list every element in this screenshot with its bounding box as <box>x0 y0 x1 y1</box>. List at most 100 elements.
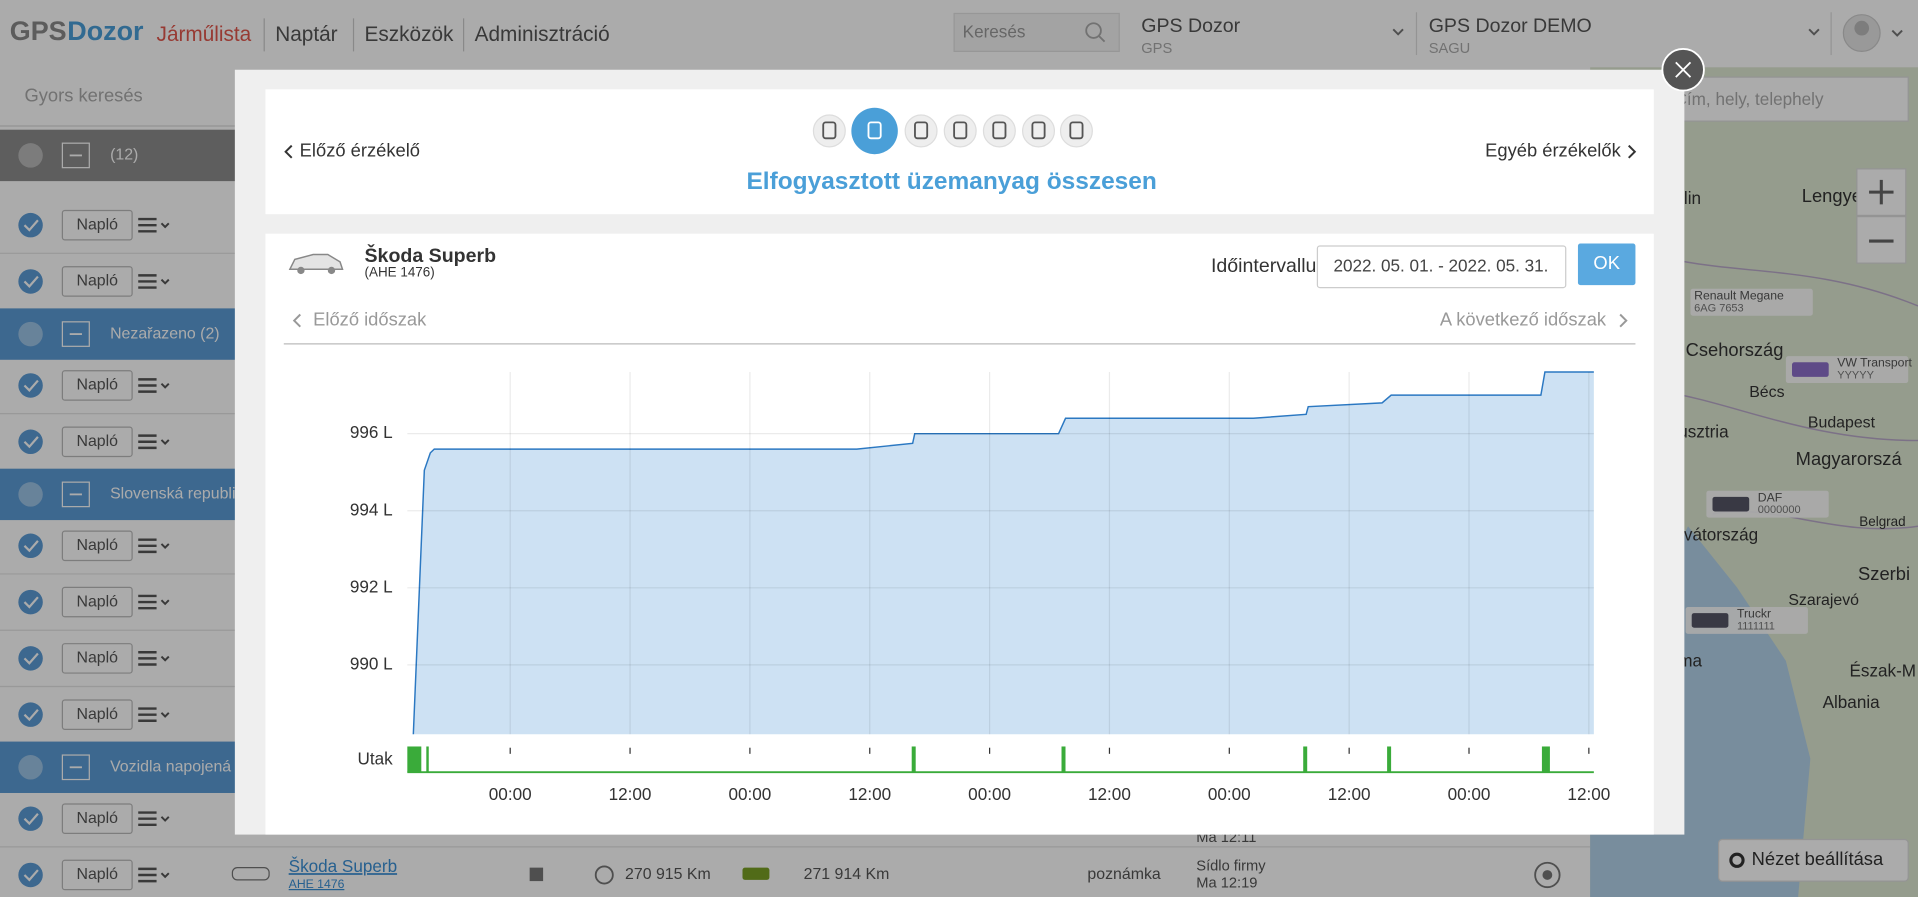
log-button[interactable] <box>61 859 133 891</box>
row-check[interactable] <box>18 646 43 671</box>
sensor-icon[interactable] <box>943 114 977 148</box>
vehicle-plate: (AHE 1476) <box>365 264 435 279</box>
avatar-head <box>1854 20 1870 36</box>
group-label: Nezařazeno (2) <box>110 325 220 342</box>
search-box[interactable] <box>953 12 1120 53</box>
map-label: Budapest <box>1808 415 1876 432</box>
locate-icon[interactable] <box>1534 861 1561 889</box>
car-icon <box>231 867 270 881</box>
check-icon <box>23 813 39 826</box>
row-check[interactable] <box>18 269 43 294</box>
view-settings-label: Nézet beállítása <box>1752 848 1884 869</box>
check-icon <box>23 869 39 882</box>
ok-button-label: OK <box>1593 252 1620 273</box>
group-check[interactable] <box>18 482 43 507</box>
log-button-label: Napló <box>76 377 118 394</box>
group-check[interactable] <box>18 143 43 168</box>
vehicle-name[interactable]: Škoda Superb <box>289 857 397 876</box>
map-label: Albania <box>1823 693 1881 712</box>
row-check[interactable] <box>18 373 43 398</box>
vehicle-tag-plate: YYYYY <box>1837 370 1874 382</box>
check-icon <box>23 436 39 449</box>
group-check[interactable] <box>18 755 43 780</box>
y-tick-label: 992 L <box>350 577 393 596</box>
nav-item[interactable]: Járműlista <box>157 23 252 46</box>
map-label: rvátország <box>1678 526 1758 545</box>
search-icon <box>1097 34 1106 43</box>
chevron <box>160 599 170 606</box>
prev-sensor[interactable]: Előző érzékelő <box>300 140 420 161</box>
group-check[interactable] <box>18 321 43 347</box>
map-search-placeholder: Cím, hely, telephely <box>1675 90 1824 109</box>
row-check[interactable] <box>18 702 43 727</box>
row-check[interactable] <box>18 589 43 615</box>
log-button[interactable] <box>61 370 133 401</box>
interval-input[interactable] <box>1316 245 1567 289</box>
row-check[interactable] <box>18 212 43 238</box>
row-check[interactable] <box>18 533 43 559</box>
logo: Dozor <box>67 16 144 46</box>
status-icon <box>529 867 544 882</box>
row-check[interactable] <box>18 806 43 831</box>
quick-search: Gyors keresés <box>24 85 142 106</box>
collapse-button[interactable] <box>61 321 90 347</box>
vehicle-tag-icon <box>1691 613 1729 628</box>
row-check[interactable] <box>18 862 43 888</box>
collapse-button[interactable] <box>61 481 90 508</box>
sensor-icon[interactable] <box>982 114 1016 148</box>
vehicle-tag-name: Renault Megane <box>1694 288 1784 302</box>
chevron <box>160 222 170 229</box>
other-sensors[interactable]: Egyéb érzékelők <box>1485 140 1621 161</box>
sensor-icon[interactable] <box>851 107 898 155</box>
log-button[interactable] <box>61 699 133 730</box>
interval-label: Időintervallum <box>1211 255 1333 277</box>
log-button[interactable] <box>61 803 133 834</box>
log-button[interactable] <box>61 530 133 562</box>
modal-title: Elfogyasztott üzemanyag összesen <box>747 168 1157 195</box>
sensor-icon[interactable] <box>1021 114 1056 148</box>
vehicle-tag-plate: 1111111 <box>1737 620 1775 632</box>
x-tick-label: 00:00 <box>1448 785 1491 804</box>
vehicle-tag-icon <box>1712 496 1750 512</box>
nav-item[interactable]: Eszközök <box>365 23 455 46</box>
interval-value: 2022. 05. 01. - 2022. 05. 31. <box>1333 256 1548 275</box>
locate-icon <box>1542 870 1553 880</box>
vehicle-tag-icon <box>1792 362 1829 377</box>
next-period[interactable]: A következő időszak <box>1440 308 1607 329</box>
nav-item[interactable]: Naptár <box>275 23 337 46</box>
log-button[interactable] <box>61 426 133 458</box>
log-button[interactable] <box>61 209 133 241</box>
group-label: Slovenská republik <box>110 486 243 503</box>
engine-icon <box>742 867 770 880</box>
ok-button[interactable] <box>1577 243 1636 286</box>
group-label: (12) <box>110 147 138 164</box>
log-button[interactable] <box>61 266 133 297</box>
map-label: Magyarorszá <box>1796 448 1903 469</box>
check-icon <box>23 540 39 553</box>
x-tick-label: 12:00 <box>848 785 891 804</box>
vehicle-name: Škoda Superb <box>365 243 497 267</box>
logo: GPS <box>10 16 67 46</box>
sensor-icon[interactable] <box>812 114 846 148</box>
log-button[interactable] <box>61 643 133 674</box>
collapse-button[interactable] <box>61 142 90 169</box>
map-label: Csehország <box>1686 339 1784 360</box>
car-wheel <box>327 266 336 275</box>
vehicle-plate: AHE 1476 <box>289 877 345 891</box>
vehicle-tag-name: VW Transport <box>1837 356 1912 370</box>
time: Ma 12:19 <box>1196 875 1257 891</box>
nav-item[interactable]: Adminisztráció <box>475 23 610 46</box>
sensor-icon[interactable] <box>1059 114 1093 148</box>
check-icon <box>23 275 39 288</box>
view-settings[interactable] <box>1718 838 1909 882</box>
row-check[interactable] <box>18 429 43 455</box>
collapse-button[interactable] <box>61 754 90 781</box>
map-label: Szarajevó <box>1788 592 1859 609</box>
log-button[interactable] <box>61 586 133 618</box>
vehicle-tag[interactable] <box>1690 288 1813 316</box>
x-tick-label: 00:00 <box>968 785 1011 804</box>
prev-period[interactable]: Előző időszak <box>313 308 427 329</box>
sensor-icon[interactable] <box>904 114 938 148</box>
log-button-label: Napló <box>76 810 118 827</box>
search-placeholder: Keresés <box>963 23 1026 42</box>
